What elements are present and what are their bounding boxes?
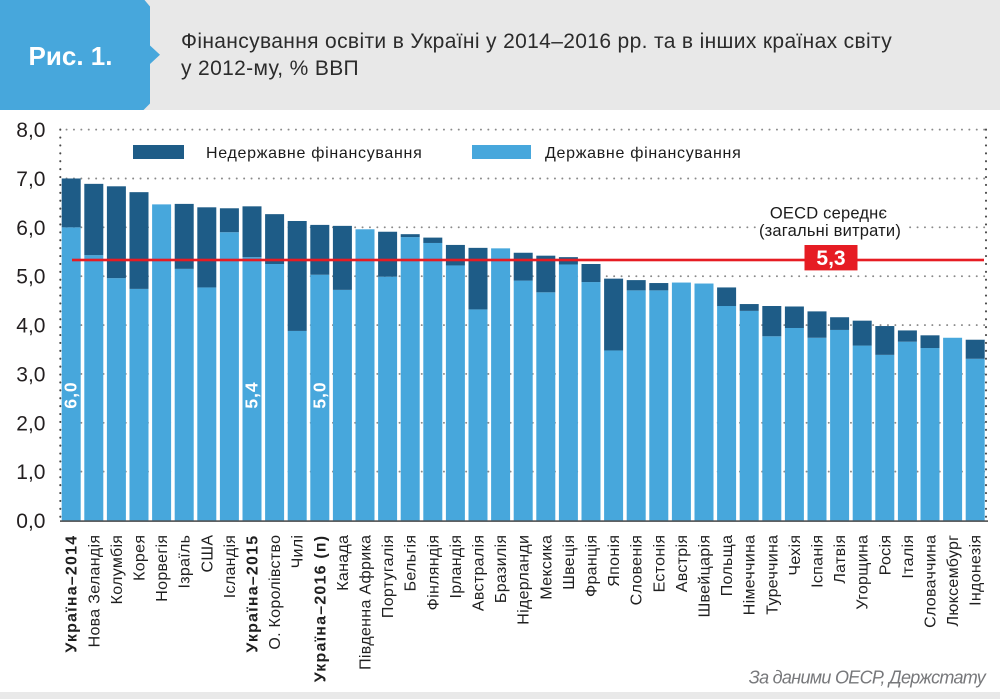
svg-text:О. Королівство: О. Королівство [267, 535, 284, 650]
svg-text:5,3: 5,3 [816, 247, 845, 270]
svg-text:Росія: Росія [877, 535, 894, 576]
svg-text:Туреччина: Туреччина [764, 535, 781, 615]
svg-text:8,0: 8,0 [16, 119, 45, 142]
svg-text:Мексика: Мексика [538, 535, 555, 600]
svg-text:Бразилія: Бразилія [493, 535, 510, 603]
svg-text:Словаччина: Словаччина [923, 535, 940, 628]
svg-text:Фінляндія: Фінляндія [425, 535, 442, 611]
svg-text:5,4: 5,4 [242, 381, 262, 408]
svg-text:2,0: 2,0 [16, 412, 45, 435]
svg-text:5,0: 5,0 [16, 266, 45, 289]
svg-text:Корея: Корея [132, 535, 149, 581]
svg-text:Бельгія: Бельгія [403, 535, 420, 592]
svg-text:4,0: 4,0 [16, 315, 45, 338]
svg-text:Недержавне фінансування: Недержавне фінансування [206, 145, 422, 162]
svg-text:0,0: 0,0 [16, 510, 45, 533]
svg-text:Колумбія: Колумбія [109, 535, 126, 605]
svg-text:Україна–2014: Україна–2014 [64, 535, 81, 653]
svg-text:Франція: Франція [584, 535, 601, 597]
svg-text:Португалія: Португалія [380, 535, 397, 618]
svg-text:Люксембург: Люксембург [945, 535, 962, 627]
svg-text:Швейцарія: Швейцарія [697, 535, 714, 618]
svg-text:Південна Африка: Південна Африка [358, 535, 375, 670]
svg-text:Чилі: Чилі [290, 535, 307, 569]
svg-text:Канада: Канада [335, 535, 352, 591]
svg-text:3,0: 3,0 [16, 363, 45, 386]
svg-text:Україна–2015: Україна–2015 [245, 535, 262, 653]
svg-text:Ізраїль: Ізраїль [177, 535, 194, 589]
svg-text:OECD середнє: OECD середнє [770, 205, 887, 223]
svg-text:Україна–2016 (п): Україна–2016 (п) [312, 535, 329, 683]
svg-text:1,0: 1,0 [16, 461, 45, 484]
svg-text:Державне фінансування: Державне фінансування [545, 145, 741, 162]
svg-text:Польща: Польща [719, 535, 736, 597]
svg-text:Чехія: Чехія [787, 535, 804, 576]
svg-text:6,0: 6,0 [16, 217, 45, 240]
svg-text:Нідерланди: Нідерланди [516, 535, 533, 625]
svg-text:За даними ОЕСР, Держстату: За даними ОЕСР, Держстату [749, 668, 987, 688]
svg-text:Індонезія: Індонезія [968, 535, 985, 606]
svg-text:Латвія: Латвія [832, 535, 849, 584]
svg-text:6,0: 6,0 [61, 381, 81, 408]
svg-text:Австрія: Австрія [674, 535, 691, 593]
svg-text:Іспанія: Іспанія [810, 535, 827, 588]
svg-text:Нова Зеландія: Нова Зеландія [86, 535, 103, 648]
svg-text:Японія: Японія [606, 535, 623, 587]
svg-text:7,0: 7,0 [16, 168, 45, 191]
svg-text:Угорщина: Угорщина [855, 535, 872, 610]
svg-text:Словенія: Словенія [629, 535, 646, 606]
svg-text:Італія: Італія [900, 535, 917, 579]
svg-text:Швеція: Швеція [561, 535, 578, 590]
svg-text:Норвегія: Норвегія [154, 535, 171, 602]
svg-text:5,0: 5,0 [309, 381, 329, 408]
svg-text:Ісландія: Ісландія [222, 535, 239, 598]
svg-text:Ірландія: Ірландія [448, 535, 465, 599]
svg-text:Німеччина: Німеччина [742, 535, 759, 616]
svg-text:Естонія: Естонія [651, 535, 668, 593]
svg-text:(загальні витрати): (загальні витрати) [759, 222, 901, 240]
svg-text:США: США [199, 535, 216, 573]
svg-text:Австралія: Австралія [471, 535, 488, 611]
